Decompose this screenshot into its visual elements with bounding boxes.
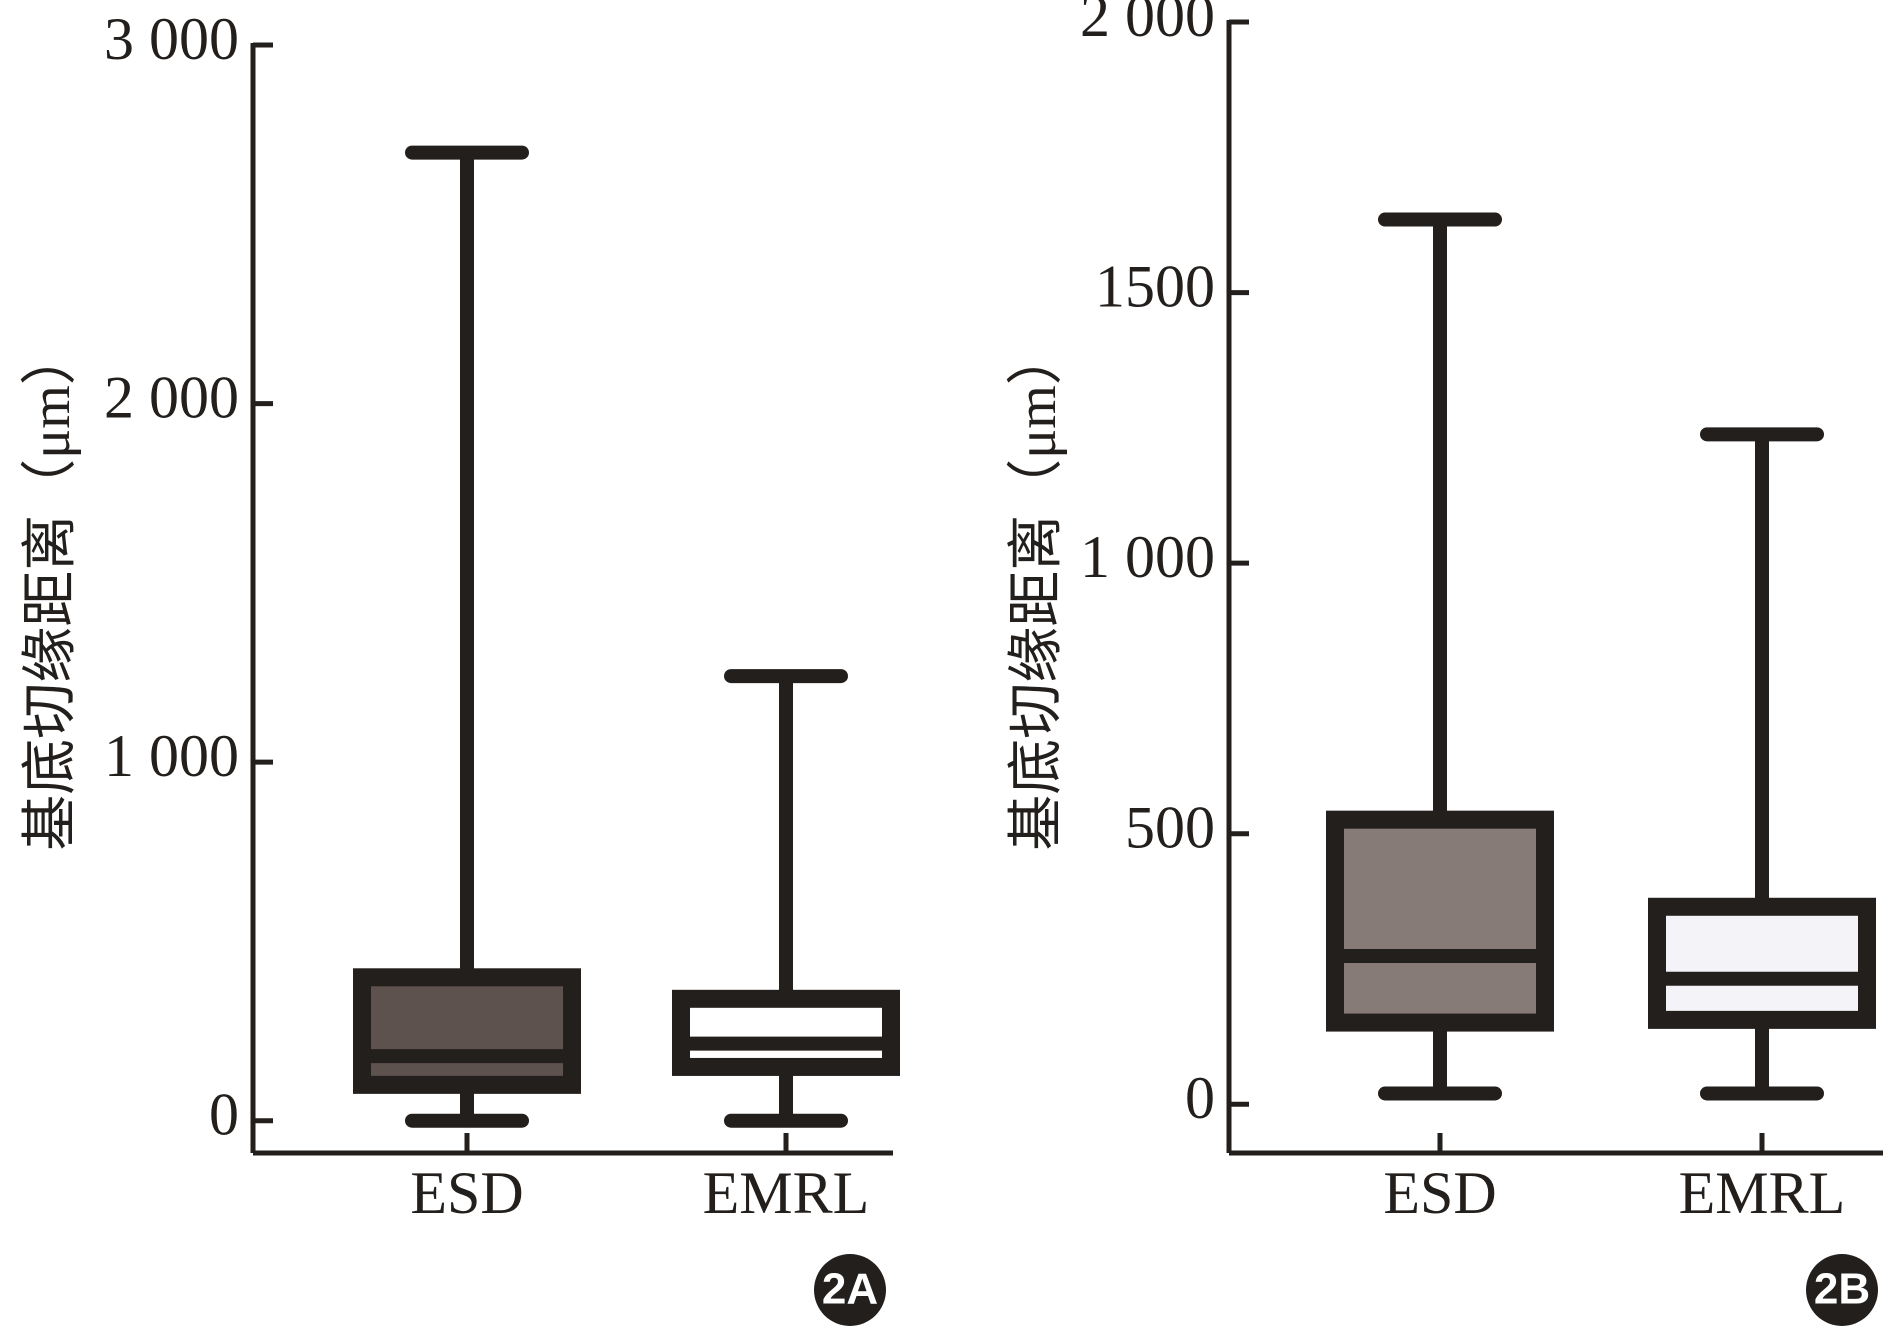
panel-label: 2A <box>822 1265 878 1314</box>
x-tick-label: EMRL <box>1679 1160 1846 1226</box>
y-tick-label: 2 000 <box>104 364 239 430</box>
y-tick-label: 1 000 <box>104 723 239 789</box>
panel-badge <box>814 1254 886 1326</box>
x-tick-label: ESD <box>410 1160 523 1226</box>
y-tick-label: 1 000 <box>1080 524 1215 590</box>
y-tick-label: 3 000 <box>104 6 239 72</box>
x-tick-label: EMRL <box>703 1160 870 1226</box>
box <box>672 989 900 1076</box>
box <box>353 968 581 1094</box>
panel-badge <box>1806 1254 1878 1326</box>
panel-label: 2B <box>1814 1265 1870 1314</box>
y-axis-label: 基底切缘距离（μm） <box>20 329 82 851</box>
y-tick-label: 2 000 <box>1080 0 1215 49</box>
x-tick-label: ESD <box>1383 1160 1496 1226</box>
y-tick-label: 0 <box>209 1081 239 1147</box>
y-tick-label: 500 <box>1125 794 1215 860</box>
box <box>1326 810 1554 1032</box>
y-axis-label: 基底切缘距离（μm） <box>1006 329 1068 851</box>
y-tick-label: 0 <box>1185 1065 1215 1131</box>
box <box>1648 897 1876 1029</box>
y-tick-label: 1500 <box>1095 253 1215 319</box>
